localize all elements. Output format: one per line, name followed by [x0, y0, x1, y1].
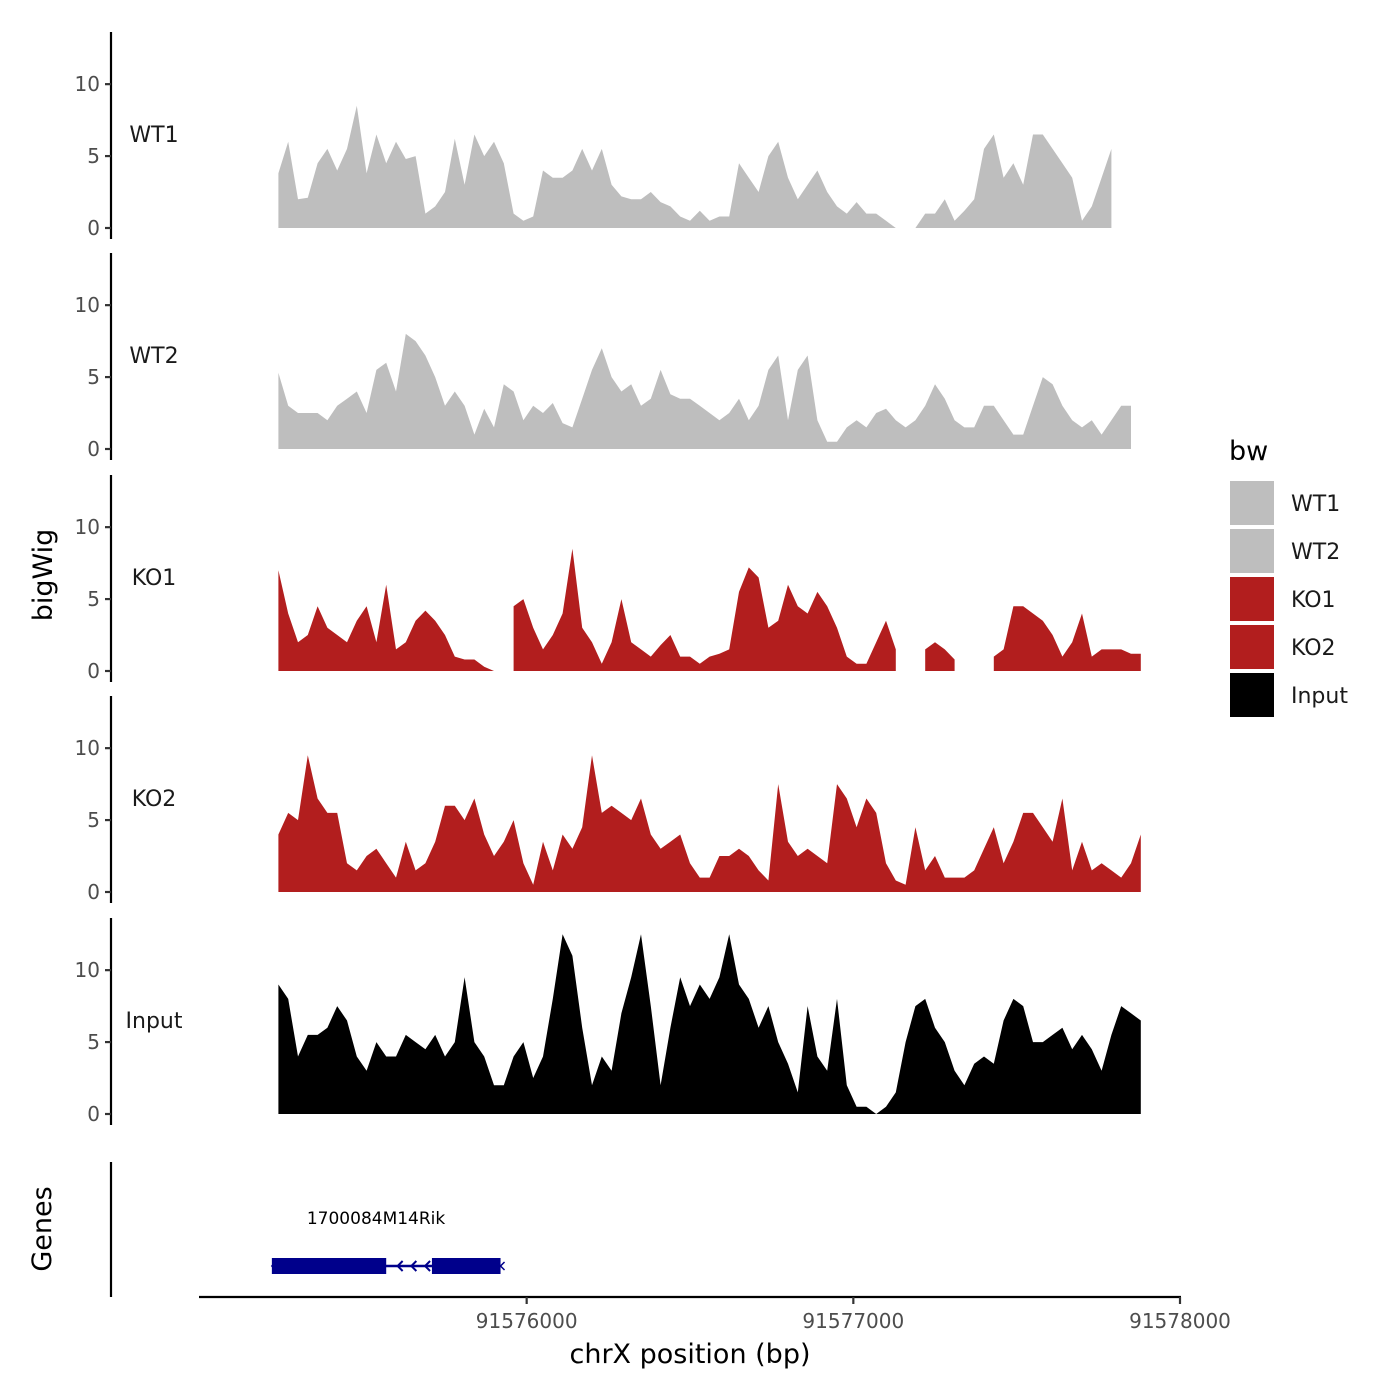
legend-item-Input: Input — [1230, 673, 1348, 717]
y-tick-label: 0 — [87, 216, 100, 240]
legend-item-WT1: WT1 — [1230, 481, 1340, 525]
track-label-KO2: KO2 — [132, 787, 177, 812]
gene-end-arrow — [270, 1261, 277, 1271]
y-tick-label: 5 — [87, 587, 100, 611]
track-label-WT2: WT2 — [129, 344, 178, 369]
y-tick-label: 0 — [87, 437, 100, 461]
gene-strand-arrow — [423, 1260, 431, 1272]
track-label-KO1: KO1 — [132, 566, 177, 591]
y-tick-label: 0 — [87, 659, 100, 683]
track-label-WT1: WT1 — [129, 123, 178, 148]
y-tick-label: 10 — [75, 736, 100, 760]
area-WT1 — [278, 105, 1112, 228]
x-tick-label: 91578000 — [1129, 1309, 1231, 1333]
legend-label: WT1 — [1291, 492, 1340, 517]
legend-label: WT2 — [1291, 540, 1340, 565]
x-ticks: 91576000 91577000 91578000 — [476, 1297, 1231, 1333]
track-WT2: 0 5 10 WT2 — [75, 253, 1131, 461]
y-tick-label: 0 — [87, 880, 100, 904]
area-WT2 — [278, 333, 1131, 449]
legend-swatch — [1230, 529, 1274, 573]
legend: bw WT1 WT2 KO1 KO2 Input — [1229, 436, 1348, 717]
y-tick-label: 5 — [87, 365, 100, 389]
legend-label: KO2 — [1291, 636, 1336, 661]
legend-title: bw — [1229, 436, 1268, 467]
gene-1700084M14Rik: 1700084M14Rik — [270, 1209, 506, 1274]
area-KO1 — [513, 548, 896, 671]
gene-exon — [431, 1258, 501, 1274]
area-Input — [278, 934, 1141, 1114]
x-axis-title: chrX position (bp) — [569, 1339, 810, 1370]
track-label-Input: Input — [126, 1009, 183, 1034]
gene-shapes: 1700084M14Rik — [270, 1209, 506, 1274]
legend-swatch — [1230, 673, 1274, 717]
area-KO1 — [993, 606, 1141, 671]
legend-swatch — [1230, 625, 1274, 669]
genes-track-label: Genes — [27, 1186, 58, 1271]
gene-strand-arrow — [396, 1260, 404, 1272]
area-KO1 — [278, 570, 494, 671]
legend-item-KO1: KO1 — [1230, 577, 1336, 621]
x-axis: 91576000 91577000 91578000 chrX position (… — [199, 1295, 1231, 1370]
legend-label: Input — [1291, 684, 1348, 709]
gene-end-arrow — [499, 1261, 506, 1271]
legend-label: KO1 — [1291, 588, 1336, 613]
legend-item-WT2: WT2 — [1230, 529, 1340, 573]
y-tick-label: 5 — [87, 808, 100, 832]
y-tick-label: 5 — [87, 144, 100, 168]
x-tick-label: 91577000 — [802, 1309, 904, 1333]
legend-swatch — [1230, 481, 1274, 525]
y-tick-label: 5 — [87, 1030, 100, 1054]
x-tick-label: 91576000 — [476, 1309, 578, 1333]
legend-item-KO2: KO2 — [1230, 625, 1336, 669]
genes-track: Genes 1700084M14Rik — [27, 1162, 506, 1297]
gene-exon — [271, 1258, 387, 1274]
y-axis-title: bigWig — [28, 529, 59, 622]
gene-name-label: 1700084M14Rik — [307, 1209, 446, 1229]
y-tick-label: 0 — [87, 1102, 100, 1126]
gene-strand-arrow — [409, 1260, 418, 1272]
tracks-group: 0 5 10 WT1 0 5 10 WT2 0 5 10 KO1 0 5 10 KO2 0 5 10 Input — [75, 32, 1141, 1126]
track-KO1: 0 5 10 KO1 — [75, 475, 1141, 683]
legend-items: WT1 WT2 KO1 KO2 Input — [1230, 481, 1348, 717]
y-tick-label: 10 — [75, 958, 100, 982]
y-tick-label: 10 — [75, 515, 100, 539]
track-WT1: 0 5 10 WT1 — [75, 32, 1112, 240]
track-KO2: 0 5 10 KO2 — [75, 696, 1141, 904]
area-KO2 — [278, 755, 1141, 892]
y-tick-label: 10 — [75, 72, 100, 96]
legend-swatch — [1230, 577, 1274, 621]
area-KO1 — [925, 642, 955, 671]
track-Input: 0 5 10 Input — [75, 918, 1141, 1126]
y-tick-label: 10 — [75, 293, 100, 317]
